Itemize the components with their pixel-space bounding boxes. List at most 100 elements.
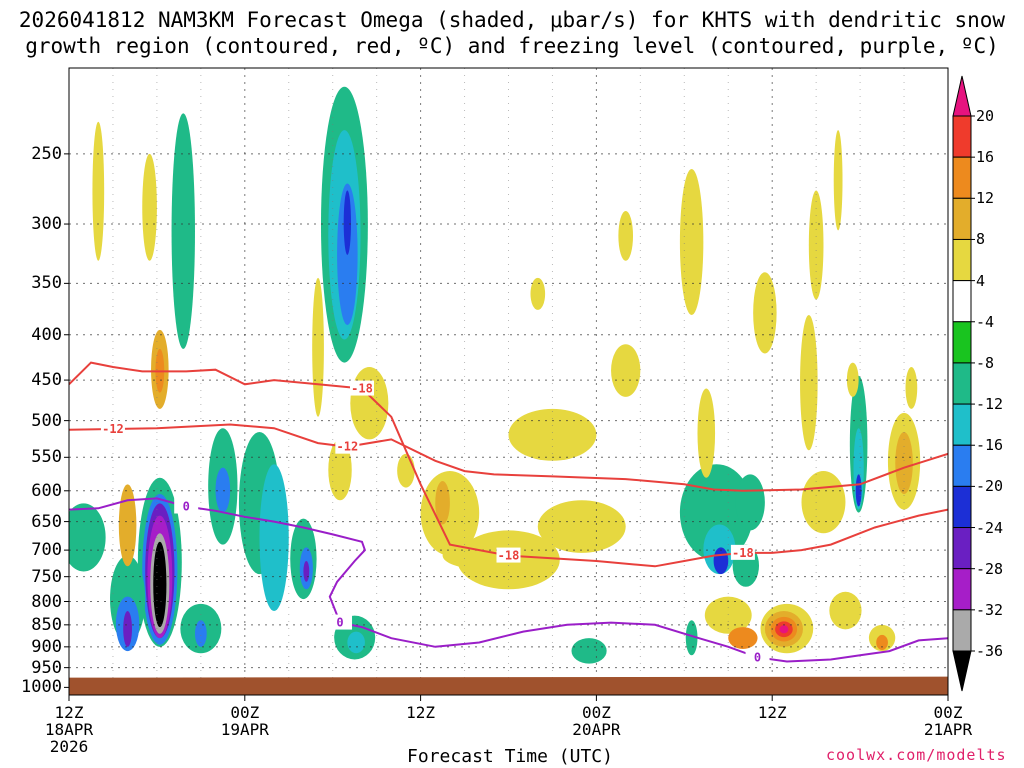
omega-cell xyxy=(171,113,195,349)
contour-label: -12 xyxy=(337,440,359,454)
terrain-band xyxy=(69,676,948,695)
colorbar-label: 4 xyxy=(976,271,986,290)
omega-cell xyxy=(397,453,415,488)
colorbar-swatch xyxy=(952,115,972,158)
contour-label-bg xyxy=(730,544,755,560)
contour-label: -18 xyxy=(498,549,520,563)
contour-label-bg xyxy=(335,438,360,454)
y-tick-label: 450 xyxy=(31,370,62,391)
colorbar xyxy=(952,75,975,692)
omega-cell xyxy=(69,503,106,572)
omega-cell xyxy=(697,388,716,478)
omega-cell xyxy=(829,591,862,630)
x-tick-label: 12Z 18APR 2026 xyxy=(24,704,114,755)
x-tick-label: 00Z 21APR xyxy=(903,704,993,738)
omega-cell xyxy=(328,439,352,501)
omega-cell xyxy=(895,432,913,494)
x-tick-label-line: 18APR xyxy=(44,720,94,739)
colorbar-label: -16 xyxy=(976,436,1004,455)
contour-line xyxy=(69,423,948,492)
omega-cell xyxy=(194,620,207,647)
omega-cell xyxy=(800,315,818,451)
omega-cell xyxy=(537,500,626,553)
omega-cell xyxy=(808,190,824,300)
y-tick-label: 700 xyxy=(31,540,62,561)
y-tick-label: 350 xyxy=(31,273,62,294)
colorbar-swatch xyxy=(952,238,972,282)
contour-label: -18 xyxy=(351,382,373,396)
omega-cell xyxy=(347,631,365,654)
omega-cell xyxy=(118,484,137,567)
omega-cell xyxy=(704,596,752,634)
x-axis-title: Forecast Time (UTC) xyxy=(407,746,613,767)
colorbar-swatch xyxy=(952,485,972,529)
omega-cell xyxy=(259,464,289,612)
y-tick-label: 800 xyxy=(31,591,62,612)
x-tick-label-line: 12Z xyxy=(757,703,787,722)
contour-layer: -18 -12 -12 -18 -18 0 0 0 xyxy=(69,361,948,665)
omega-cell xyxy=(679,168,704,316)
omega-cell xyxy=(420,471,480,556)
omega-cell xyxy=(846,362,859,397)
x-tick-label-line: 12Z xyxy=(54,703,84,722)
y-tick-label: 950 xyxy=(31,657,62,678)
omega-cell xyxy=(905,367,918,409)
omega-cell xyxy=(303,560,310,582)
y-tick-label: 550 xyxy=(31,447,62,468)
x-tick-label-line: 00Z xyxy=(933,703,963,722)
omega-cell xyxy=(435,481,450,525)
omega-cell xyxy=(753,272,777,354)
contour-label-bg xyxy=(350,380,374,396)
omega-cell xyxy=(350,367,389,440)
contour-label-bg xyxy=(100,421,125,437)
x-tick-label-line: 2026 xyxy=(49,737,89,756)
omega-cell xyxy=(142,153,157,261)
omega-cell xyxy=(713,547,729,575)
omega-cell xyxy=(855,474,862,507)
plot-frame xyxy=(68,67,949,696)
colorbar-swatch xyxy=(952,197,972,240)
tick-layer xyxy=(64,153,949,701)
y-tick-label: 650 xyxy=(31,511,62,532)
colorbar-label: -32 xyxy=(976,600,1004,619)
omega-cell xyxy=(679,464,754,561)
colorbar-label: -8 xyxy=(976,353,995,372)
omega-cell xyxy=(312,277,324,417)
colorbar-label: -24 xyxy=(976,518,1004,537)
y-tick-label: 850 xyxy=(31,614,62,635)
contour-label-bg xyxy=(745,649,770,665)
contour-label: 0 xyxy=(183,500,190,514)
omega-cell xyxy=(801,471,846,534)
y-tick-label: 250 xyxy=(31,143,62,164)
contour-line xyxy=(361,387,948,568)
omega-cell xyxy=(833,130,843,231)
x-tick-label: 00Z 19APR xyxy=(200,704,290,738)
x-tick-label: 12Z xyxy=(376,704,466,721)
colorbar-arrow-bottom xyxy=(952,650,972,692)
x-tick-label-line: 19APR xyxy=(220,720,269,739)
chart-title-line-2: growth region (contoured, red, ºC) and f… xyxy=(25,34,999,58)
x-tick-label-line: 21APR xyxy=(923,720,973,739)
colorbar-swatch xyxy=(952,609,972,652)
colorbar-label: 16 xyxy=(976,148,995,167)
contour-label-bg xyxy=(496,547,521,563)
colorbar-label: -20 xyxy=(976,477,1004,496)
terrain-layer xyxy=(69,676,948,695)
colorbar-swatch xyxy=(952,362,972,405)
colorbar-swatch xyxy=(952,403,972,446)
colorbar-swatch xyxy=(952,527,972,570)
colorbar-swatch xyxy=(952,568,972,611)
x-tick-label: 00Z 20APR xyxy=(551,704,641,738)
y-tick-label: 300 xyxy=(31,214,62,235)
y-tick-label: 600 xyxy=(31,480,62,501)
omega-cell xyxy=(153,541,167,628)
colorbar-label: 20 xyxy=(976,107,995,125)
y-tick-label: 1000 xyxy=(21,677,62,698)
contour-label: -18 xyxy=(732,546,754,560)
omega-cell xyxy=(618,210,634,261)
colorbar-arrow-top xyxy=(952,75,972,117)
omega-cell xyxy=(530,277,546,310)
colorbar-label: -4 xyxy=(976,312,995,331)
x-tick-label-line: 12Z xyxy=(406,703,436,722)
